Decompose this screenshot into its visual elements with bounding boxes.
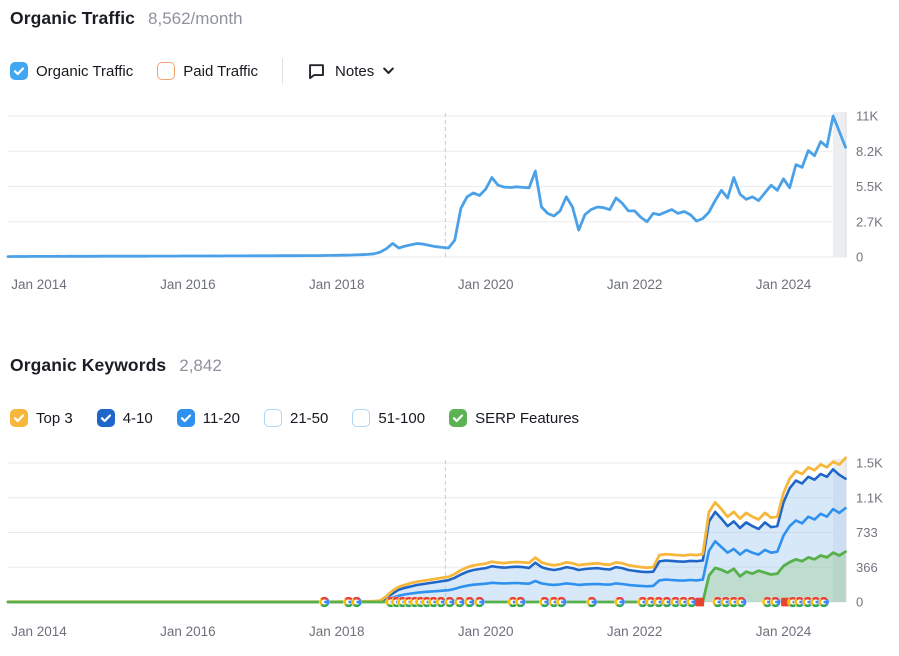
x-axis-tick-label: Jan 2018 — [309, 624, 365, 639]
legend-label: Top 3 — [36, 409, 73, 427]
legend-label: 11-20 — [202, 409, 240, 427]
keywords-legend-row: Top 3 4-10 11-20 21-50 51-100 SERP Features — [10, 405, 579, 431]
google-update-icon[interactable] — [686, 596, 698, 608]
legend-checkbox-top-3[interactable]: Top 3 — [10, 409, 73, 427]
organic-traffic-title: Organic Traffic — [10, 8, 136, 28]
keywords-legend-group: Top 3 4-10 11-20 21-50 51-100 SERP Features — [10, 409, 579, 427]
google-update-icon[interactable] — [555, 596, 567, 608]
y-axis-tick-label: 1.1K — [856, 490, 883, 505]
google-update-icon[interactable] — [464, 596, 475, 608]
legend-label: Paid Traffic — [183, 62, 259, 80]
x-axis-tick-label: Jan 2020 — [458, 277, 514, 292]
legend-checkbox-paid-traffic[interactable]: Paid Traffic — [157, 62, 258, 80]
traffic-legend-row: Organic Traffic Paid Traffic Notes — [10, 58, 395, 84]
checkbox-checked — [449, 409, 468, 427]
check-icon — [100, 414, 111, 423]
x-axis-tick-label: Jan 2020 — [458, 624, 514, 639]
organic-keywords-chart[interactable]: 0 366 733 1.1K 1.5K Jan 2014 Jan 2016 Jan 2018 J… — [0, 450, 899, 650]
google-update-icon[interactable] — [435, 596, 447, 608]
legend-label: 51-100 — [378, 409, 426, 427]
traffic-legend-group: Organic Traffic Paid Traffic — [10, 62, 258, 80]
alert-flag-icon[interactable] — [695, 597, 705, 607]
google-update-icon[interactable] — [661, 596, 673, 608]
google-update-icon[interactable] — [653, 596, 665, 608]
google-update-icon[interactable] — [735, 596, 747, 608]
y-axis-tick-label: 733 — [856, 525, 878, 540]
y-axis-tick-label: 5.5K — [856, 179, 883, 194]
area-fill-4-10 — [8, 469, 846, 602]
notes-button[interactable]: Notes — [307, 62, 395, 81]
checkbox-unchecked — [264, 409, 282, 427]
y-axis-tick-label: 2.7K — [856, 214, 883, 229]
series-line-organic-traffic[interactable] — [6, 114, 847, 259]
y-axis-tick-label: 0 — [856, 595, 863, 610]
legend-label: Organic Traffic — [36, 62, 134, 80]
organic-keywords-header: Organic Keywords 2,842 — [10, 355, 222, 376]
google-update-icon[interactable] — [645, 596, 657, 608]
legend-checkbox-organic-traffic[interactable]: Organic Traffic — [10, 62, 133, 80]
organic-traffic-chart[interactable]: 0 2.7K 5.5K 8.2K 11K Jan 2014 Jan 2016 Jan 2018… — [0, 105, 899, 300]
google-update-icon[interactable] — [818, 596, 830, 608]
organic-traffic-header: Organic Traffic 8,562/month — [10, 8, 243, 29]
google-update-icon[interactable] — [444, 596, 456, 608]
legend-checkbox-4-10[interactable]: 4-10 — [96, 409, 153, 427]
x-axis-tick-label: Jan 2022 — [607, 277, 663, 292]
x-axis-tick-label: Jan 2024 — [756, 624, 812, 639]
x-axis-tick-label: Jan 2018 — [309, 277, 365, 292]
x-axis-tick-label: Jan 2016 — [160, 277, 216, 292]
y-axis-tick-label: 11K — [856, 109, 878, 124]
legend-label: 4-10 — [122, 409, 153, 427]
organic-keywords-title: Organic Keywords — [10, 355, 167, 375]
checkbox-checked — [176, 409, 195, 427]
checkbox-unchecked — [352, 409, 371, 427]
checkbox-checked — [10, 409, 28, 427]
google-update-icon[interactable] — [515, 596, 526, 608]
x-axis-tick-label: Jan 2024 — [756, 277, 812, 292]
google-update-icon[interactable] — [586, 596, 598, 608]
checkbox-checked — [10, 62, 28, 80]
check-icon — [180, 414, 191, 423]
check-icon — [13, 414, 25, 423]
notes-label: Notes — [335, 62, 375, 80]
x-axis-tick-label: Jan 2014 — [11, 277, 67, 292]
area-fill-serp-features — [8, 551, 846, 602]
legend-checkbox-21-50[interactable]: 21-50 — [264, 409, 328, 427]
x-axis-tick-label: Jan 2022 — [607, 624, 663, 639]
y-axis-tick-label: 0 — [856, 250, 863, 265]
google-update-icon[interactable] — [454, 596, 466, 608]
legend-checkbox-11-20[interactable]: 11-20 — [176, 409, 240, 427]
checkbox-unchecked — [157, 62, 176, 80]
current-period-highlight — [833, 459, 846, 602]
google-update-icon[interactable] — [318, 596, 330, 608]
google-update-icon[interactable] — [474, 596, 485, 608]
notes-icon — [309, 63, 324, 79]
checkbox-checked — [96, 409, 115, 427]
legend-label: 21-50 — [290, 409, 329, 427]
legend-label: SERP Features — [475, 409, 580, 427]
chevron-down-icon — [383, 67, 395, 74]
y-axis-tick-label: 1.5K — [856, 456, 883, 471]
alert-flag-icon[interactable] — [781, 597, 790, 607]
legend-checkbox-51-100[interactable]: 51-100 — [352, 409, 425, 427]
google-update-icon[interactable] — [539, 596, 551, 608]
x-axis-tick-label: Jan 2014 — [11, 624, 67, 639]
check-icon — [13, 67, 25, 76]
organic-traffic-metric: 8,562/month — [148, 9, 243, 28]
google-update-icon[interactable] — [351, 596, 363, 608]
current-period-highlight — [833, 112, 846, 257]
divider — [282, 58, 284, 84]
google-update-icon[interactable] — [614, 596, 626, 608]
x-axis-tick-label: Jan 2016 — [160, 624, 216, 639]
check-icon — [452, 414, 464, 423]
y-axis-tick-label: 8.2K — [856, 144, 883, 159]
google-update-icon[interactable] — [769, 596, 781, 608]
y-axis-tick-label: 366 — [856, 560, 878, 575]
legend-checkbox-serp-features[interactable]: SERP Features — [449, 409, 579, 427]
organic-keywords-metric: 2,842 — [179, 356, 222, 375]
